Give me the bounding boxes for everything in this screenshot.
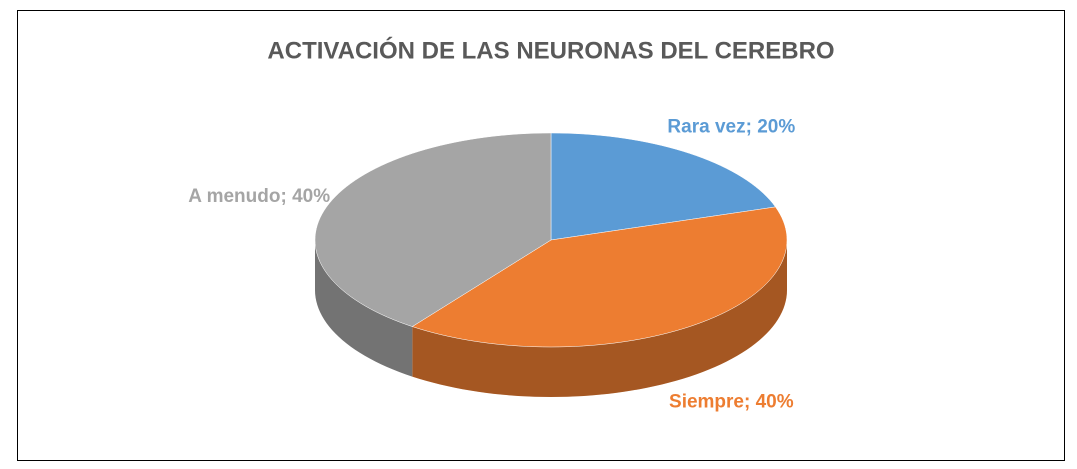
data-label: A menudo; 40% [188,186,330,207]
data-label: Rara vez; 20% [667,116,795,137]
slice-side-shade [315,240,413,377]
slice-side [412,240,787,397]
data-label: Siempre; 40% [669,392,794,413]
slice [550,132,776,241]
slice-side [315,240,413,377]
slice [314,132,552,327]
slice [411,206,788,348]
chart-title: ACTIVACIÓN DE LAS NEURONAS DEL CEREBRO [267,36,834,64]
slice-side-shade [412,240,787,397]
